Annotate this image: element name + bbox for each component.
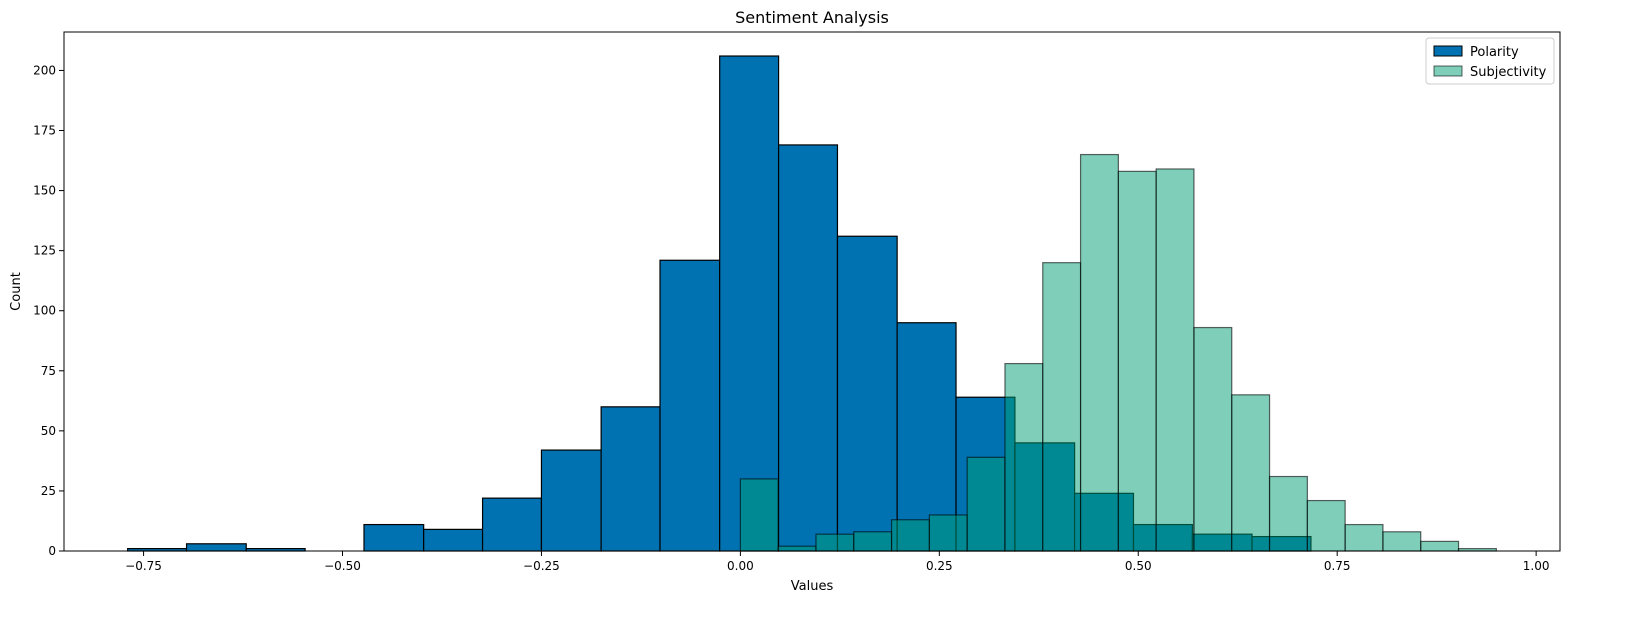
y-tick-label: 100	[33, 304, 56, 318]
subjectivity-bar-2	[815, 533, 855, 552]
polarity-bar-11	[777, 144, 839, 552]
y-tick-label: 125	[33, 244, 56, 258]
polarity-bar-9	[659, 259, 721, 552]
legend-label-polarity: Polarity	[1470, 45, 1519, 60]
x-tick-label: 1.00	[1523, 559, 1550, 573]
subjectivity-bar-3	[853, 531, 893, 552]
polarity-bar-1	[185, 543, 247, 552]
polarity-bar-7	[540, 449, 602, 552]
y-tick-label: 200	[33, 63, 56, 77]
subjectivity-bar-15	[1306, 499, 1346, 552]
x-tick-label: 0.00	[727, 559, 754, 573]
subjectivity-bar-12	[1193, 326, 1233, 552]
histogram-bars	[127, 55, 1497, 552]
subjectivity-bar-18	[1420, 540, 1460, 552]
subjectivity-bar-5	[928, 514, 968, 552]
subjectivity-bar-7	[1004, 362, 1044, 552]
x-axis-label: Values	[791, 579, 834, 594]
subjectivity-bar-10	[1117, 170, 1157, 552]
subjectivity-bar-8	[1042, 262, 1082, 552]
y-tick-label: 50	[41, 424, 56, 438]
subjectivity-bar-17	[1382, 531, 1422, 552]
subjectivity-bar-4	[890, 519, 930, 552]
polarity-bar-13	[896, 322, 957, 552]
chart-legend: Polarity Subjectivity	[1425, 37, 1555, 85]
chart-title: Sentiment Analysis	[735, 8, 889, 27]
subjectivity-bar-11	[1155, 168, 1195, 552]
y-axis: 0 25 50 75 100 125 150 175 200	[33, 63, 64, 558]
x-tick-label: −0.25	[523, 559, 560, 573]
x-tick-label: 0.25	[926, 559, 953, 573]
x-tick-label: −0.50	[324, 559, 361, 573]
y-tick-label: 75	[41, 364, 56, 378]
legend-swatch-polarity	[1433, 45, 1463, 57]
y-tick-label: 0	[48, 544, 56, 558]
y-axis-label: Count	[9, 272, 24, 311]
polarity-bar-5	[423, 528, 484, 552]
x-tick-label: 0.50	[1125, 559, 1152, 573]
polarity-bar-8	[600, 406, 661, 552]
plot-area-frame	[63, 31, 1561, 552]
subjectivity-bar-13	[1231, 394, 1271, 552]
subjectivity-bar-9	[1079, 153, 1119, 552]
y-tick-label: 150	[33, 184, 56, 198]
subjectivity-bar-0	[739, 478, 779, 552]
polarity-bar-4	[363, 523, 425, 552]
x-axis: −0.75 −0.50 −0.25 0.00 0.25 0.50 0.75 1.00	[125, 551, 1549, 573]
subjectivity-bar-1	[777, 545, 817, 552]
subjectivity-bar-16	[1344, 523, 1384, 552]
subjectivity-bar-14	[1268, 475, 1308, 552]
polarity-bar-6	[481, 497, 543, 552]
legend-swatch-subjectivity	[1433, 65, 1463, 77]
subjectivity-bar-6	[966, 456, 1006, 552]
x-tick-label: −0.75	[125, 559, 162, 573]
y-tick-label: 25	[41, 484, 56, 498]
legend-label-subjectivity: Subjectivity	[1470, 65, 1547, 80]
x-tick-label: 0.75	[1324, 559, 1351, 573]
polarity-bar-12	[836, 235, 898, 552]
y-tick-label: 175	[33, 124, 56, 138]
polarity-bar-10	[719, 55, 780, 552]
